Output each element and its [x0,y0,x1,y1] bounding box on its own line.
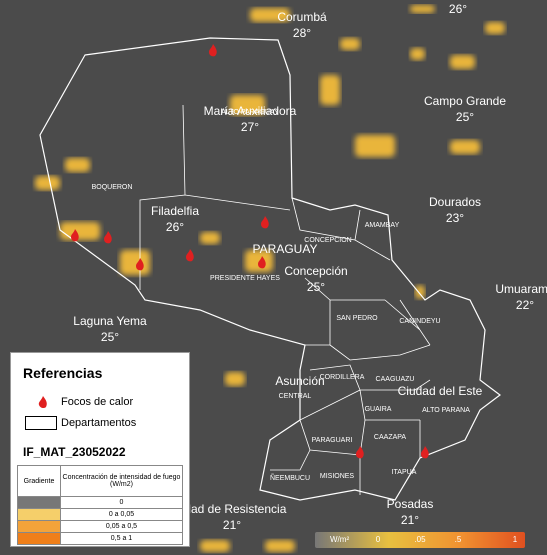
heat-area [485,22,505,34]
department-name: CORDILLERA [320,374,365,381]
city-temp: 26° [449,2,467,16]
department-name: CAAGUAZU [376,376,415,383]
department-name: ÑEEMBUCU [270,473,310,482]
department-name: PRESIDENTE HAYES [210,275,280,282]
department-name: ALTO PARAGUAY [221,109,279,116]
fire-spot [104,231,112,244]
layer-name: IF_MAT_23052022 [23,445,126,459]
colorbar-label: .05 [414,535,426,544]
department-name: GUAIRA [365,406,392,413]
colorbar-label: .5 [455,535,462,544]
city-temp: 25° [307,280,325,294]
fire-spot [261,216,269,229]
city-name: Posadas [387,497,434,511]
table-header: Concentración de intensidad de fuego (W/… [60,465,183,497]
city-name: Campo Grande [424,94,506,108]
fire-spot [186,249,194,262]
department-name: SAN PEDRO [336,315,378,322]
city-name: Laguna Yema [73,314,147,328]
heat-area [410,5,435,13]
heat-area [65,158,90,172]
heat-area [250,8,290,22]
table-cell: 0 a 0,05 [60,508,183,521]
swatch [17,520,61,533]
heat-area [450,140,480,154]
swatch [17,532,61,545]
department-name: CENTRAL [279,393,312,400]
city-name: Concepción [284,264,347,278]
fire-spot [71,229,79,242]
fire-spot [209,44,217,57]
colorbar-unit: W/m² [330,535,349,544]
colorbar [315,532,525,548]
city-name: Dourados [429,195,481,209]
heat-area [200,540,230,552]
department-name: ITAPUA [392,469,417,476]
city-temp: 25° [456,110,474,124]
department-name: CANINDEYU [399,318,440,325]
city-name: udad de Resistencia [178,502,287,516]
heat-area [410,48,425,60]
swatch [17,508,61,521]
colorbar-label: 1 [513,535,518,544]
legend-swatch [25,416,57,430]
heat-area [35,176,60,190]
heat-area [265,540,295,552]
heat-area [415,285,425,299]
legend: Referencias Focos de calor Departamentos… [10,352,190,547]
heat-area [355,135,395,157]
city-temp: 21° [223,518,241,532]
city-temp: 28° [293,26,311,40]
heat-area [245,250,273,272]
table-cell: 0 [60,496,183,509]
table-header: Gradiente [17,465,61,497]
city-temp: 23° [446,211,464,225]
department-borders [139,104,431,495]
department-name: ALTO PARANA [422,407,470,414]
fire-spot [136,258,144,271]
heat-area [230,95,265,115]
swatch [17,496,61,509]
heat-area [320,75,340,105]
fire-icon [38,396,47,409]
legend-item: Focos de calor [61,396,134,408]
heat-area [225,372,245,386]
city-name: Corumbá [277,10,327,24]
gradient-table: Gradiente Concentración de intensidad de … [17,465,183,545]
table-cell: 0,5 a 1 [60,532,183,545]
fire-spot [421,446,429,459]
place-name: Asunción [275,374,324,388]
table-cell: 0,05 a 0,5 [60,520,183,533]
heat-area [340,38,360,50]
legend-item: Departamentos [61,417,137,429]
department-name: PARAGUARI [312,437,353,444]
city-temp: 26° [166,220,184,234]
place-name: Ciudad del Este [398,384,483,398]
department-name: BOQUERON [92,184,133,191]
city-name: Filadelfia [151,204,199,218]
heat-area [120,250,150,275]
fire-spot [356,446,364,459]
city-temp: 22° [516,298,534,312]
city-temp: 27° [241,120,259,134]
department-name: CONCEPCION [304,237,351,244]
city-name: María Auxiliadora [204,104,297,118]
department-name: CAAZAPA [374,434,406,441]
legend-title: Referencias [23,365,103,381]
country-name: PARAGUAY [253,242,318,256]
heat-area [200,232,220,244]
heat-area [60,222,100,240]
department-name: AMAMBAY [365,222,400,229]
country-outline [39,37,501,501]
department-name: MISIONES [320,473,355,480]
city-temp: 21° [401,513,419,527]
colorbar-label: 0 [376,535,381,544]
city-name: Umuarama [495,282,547,296]
city-temp: 25° [101,330,119,344]
fire-spot [258,256,266,269]
heat-area [450,55,475,69]
